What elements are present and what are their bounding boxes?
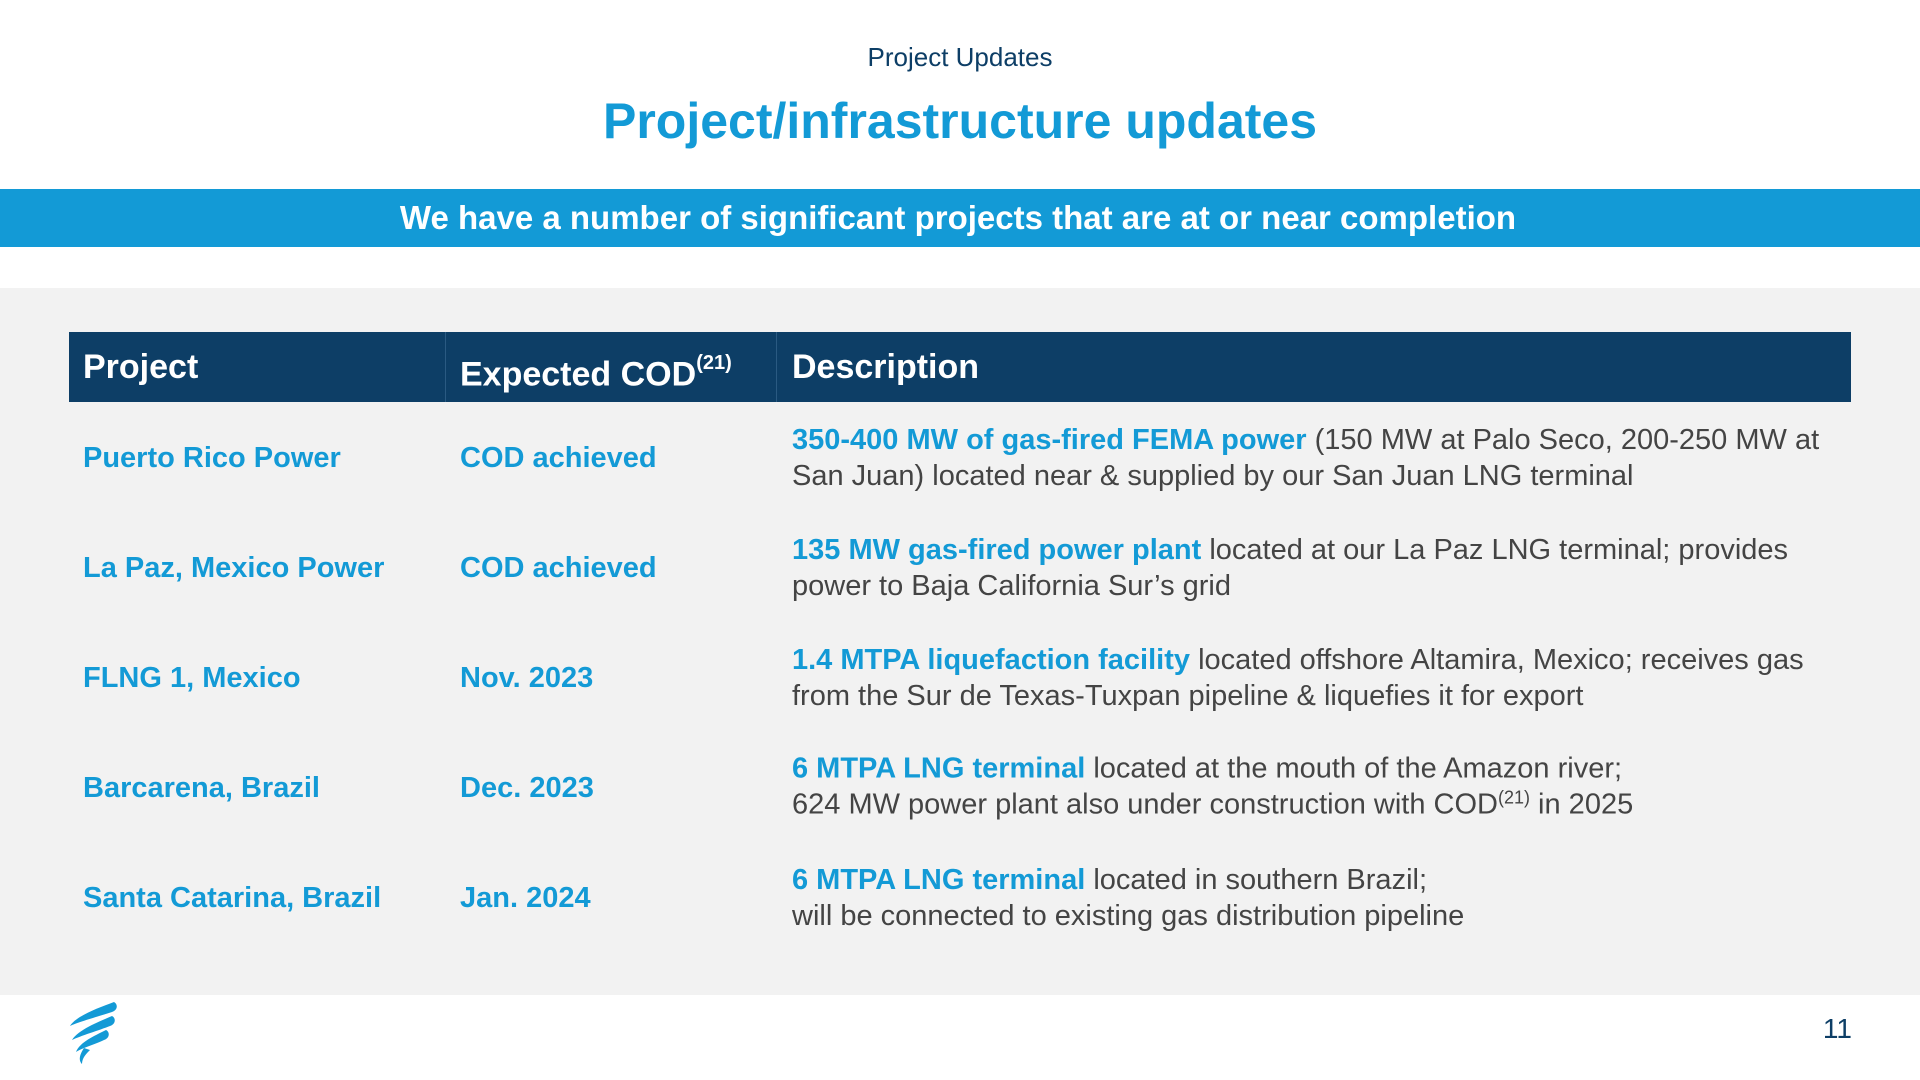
project-description: 1.4 MTPA liquefaction facility located o… xyxy=(792,642,1852,714)
description-text: located offshore Altamira, Mexico; recei… xyxy=(792,644,1804,712)
description-line-2: will be connected to existing gas distri… xyxy=(792,898,1852,934)
table-row: Puerto Rico Power COD achieved 350-400 M… xyxy=(0,403,1920,513)
cod-footnote-marker: (21) xyxy=(1497,787,1530,808)
description-text: in 2025 xyxy=(1530,788,1634,821)
expected-cod: Dec. 2023 xyxy=(460,772,594,804)
column-header-project-label: Project xyxy=(83,348,199,386)
description-highlight: 1.4 MTPA liquefaction facility xyxy=(792,644,1191,676)
project-name: Barcarena, Brazil xyxy=(83,772,320,804)
page-title: Project/infrastructure updates xyxy=(602,93,1318,149)
column-header-description-label: Description xyxy=(792,348,980,386)
description-text: 624 MW power plant also under constructi… xyxy=(792,788,1498,821)
description-text: located in southern Brazil; xyxy=(1085,864,1428,896)
description-text: located at the mouth of the Amazon river… xyxy=(1085,752,1623,785)
project-name: Puerto Rico Power xyxy=(83,442,341,474)
column-header-cod-label: Expected COD xyxy=(460,355,697,394)
expected-cod: Nov. 2023 xyxy=(460,662,594,694)
column-divider xyxy=(776,332,777,402)
expected-cod: COD achieved xyxy=(460,442,657,474)
description-line-1: 6 MTPA LNG terminal located in southern … xyxy=(792,862,1852,898)
table-panel xyxy=(0,288,1920,995)
column-header-project: Project xyxy=(83,332,198,402)
flame-logo-icon xyxy=(66,1000,122,1066)
description-text: will be connected to existing gas distri… xyxy=(792,900,1465,932)
project-description: 6 MTPA LNG terminal located in southern … xyxy=(792,862,1852,934)
table-row: La Paz, Mexico Power COD achieved 135 MW… xyxy=(0,513,1920,623)
column-header-description: Description xyxy=(792,332,979,402)
table-header: Project Expected COD(21) Description xyxy=(69,332,1851,402)
description-text: (150 MW at Palo Seco, 200-250 MW at San … xyxy=(792,424,1820,492)
table-row: Barcarena, Brazil Dec. 2023 6 MTPA LNG t… xyxy=(0,733,1920,843)
description-highlight: 6 MTPA LNG terminal xyxy=(792,752,1086,785)
expected-cod: Jan. 2024 xyxy=(460,882,591,914)
section-label: Project Updates xyxy=(867,42,1053,72)
column-header-cod: Expected COD(21) xyxy=(460,332,732,402)
description-text: located at our La Paz LNG terminal; prov… xyxy=(792,534,1789,602)
expected-cod: COD achieved xyxy=(460,552,657,584)
description-highlight: 350-400 MW of gas-fired FEMA power xyxy=(792,424,1307,456)
cod-footnote-marker: (21) xyxy=(696,352,732,374)
project-description: 135 MW gas-fired power plant located at … xyxy=(792,532,1852,604)
description-highlight: 135 MW gas-fired power plant xyxy=(792,534,1202,566)
project-description: 6 MTPA LNG terminal located at the mouth… xyxy=(792,751,1852,826)
column-divider xyxy=(445,332,446,402)
project-description: 350-400 MW of gas-fired FEMA power (150 … xyxy=(792,422,1852,494)
project-name: FLNG 1, Mexico xyxy=(83,662,301,694)
description-line-2: 624 MW power plant also under constructi… xyxy=(792,787,1852,826)
table-row: FLNG 1, Mexico Nov. 2023 1.4 MTPA liquef… xyxy=(0,623,1920,733)
banner: We have a number of significant projects… xyxy=(0,189,1920,247)
project-name: La Paz, Mexico Power xyxy=(83,552,385,584)
page-number: 11 xyxy=(1822,1013,1852,1044)
description-line-1: 6 MTPA LNG terminal located at the mouth… xyxy=(792,751,1852,787)
description-highlight: 6 MTPA LNG terminal xyxy=(792,864,1086,896)
banner-text: We have a number of significant projects… xyxy=(399,199,1517,236)
table-row: Santa Catarina, Brazil Jan. 2024 6 MTPA … xyxy=(0,843,1920,953)
project-name: Santa Catarina, Brazil xyxy=(83,882,382,914)
